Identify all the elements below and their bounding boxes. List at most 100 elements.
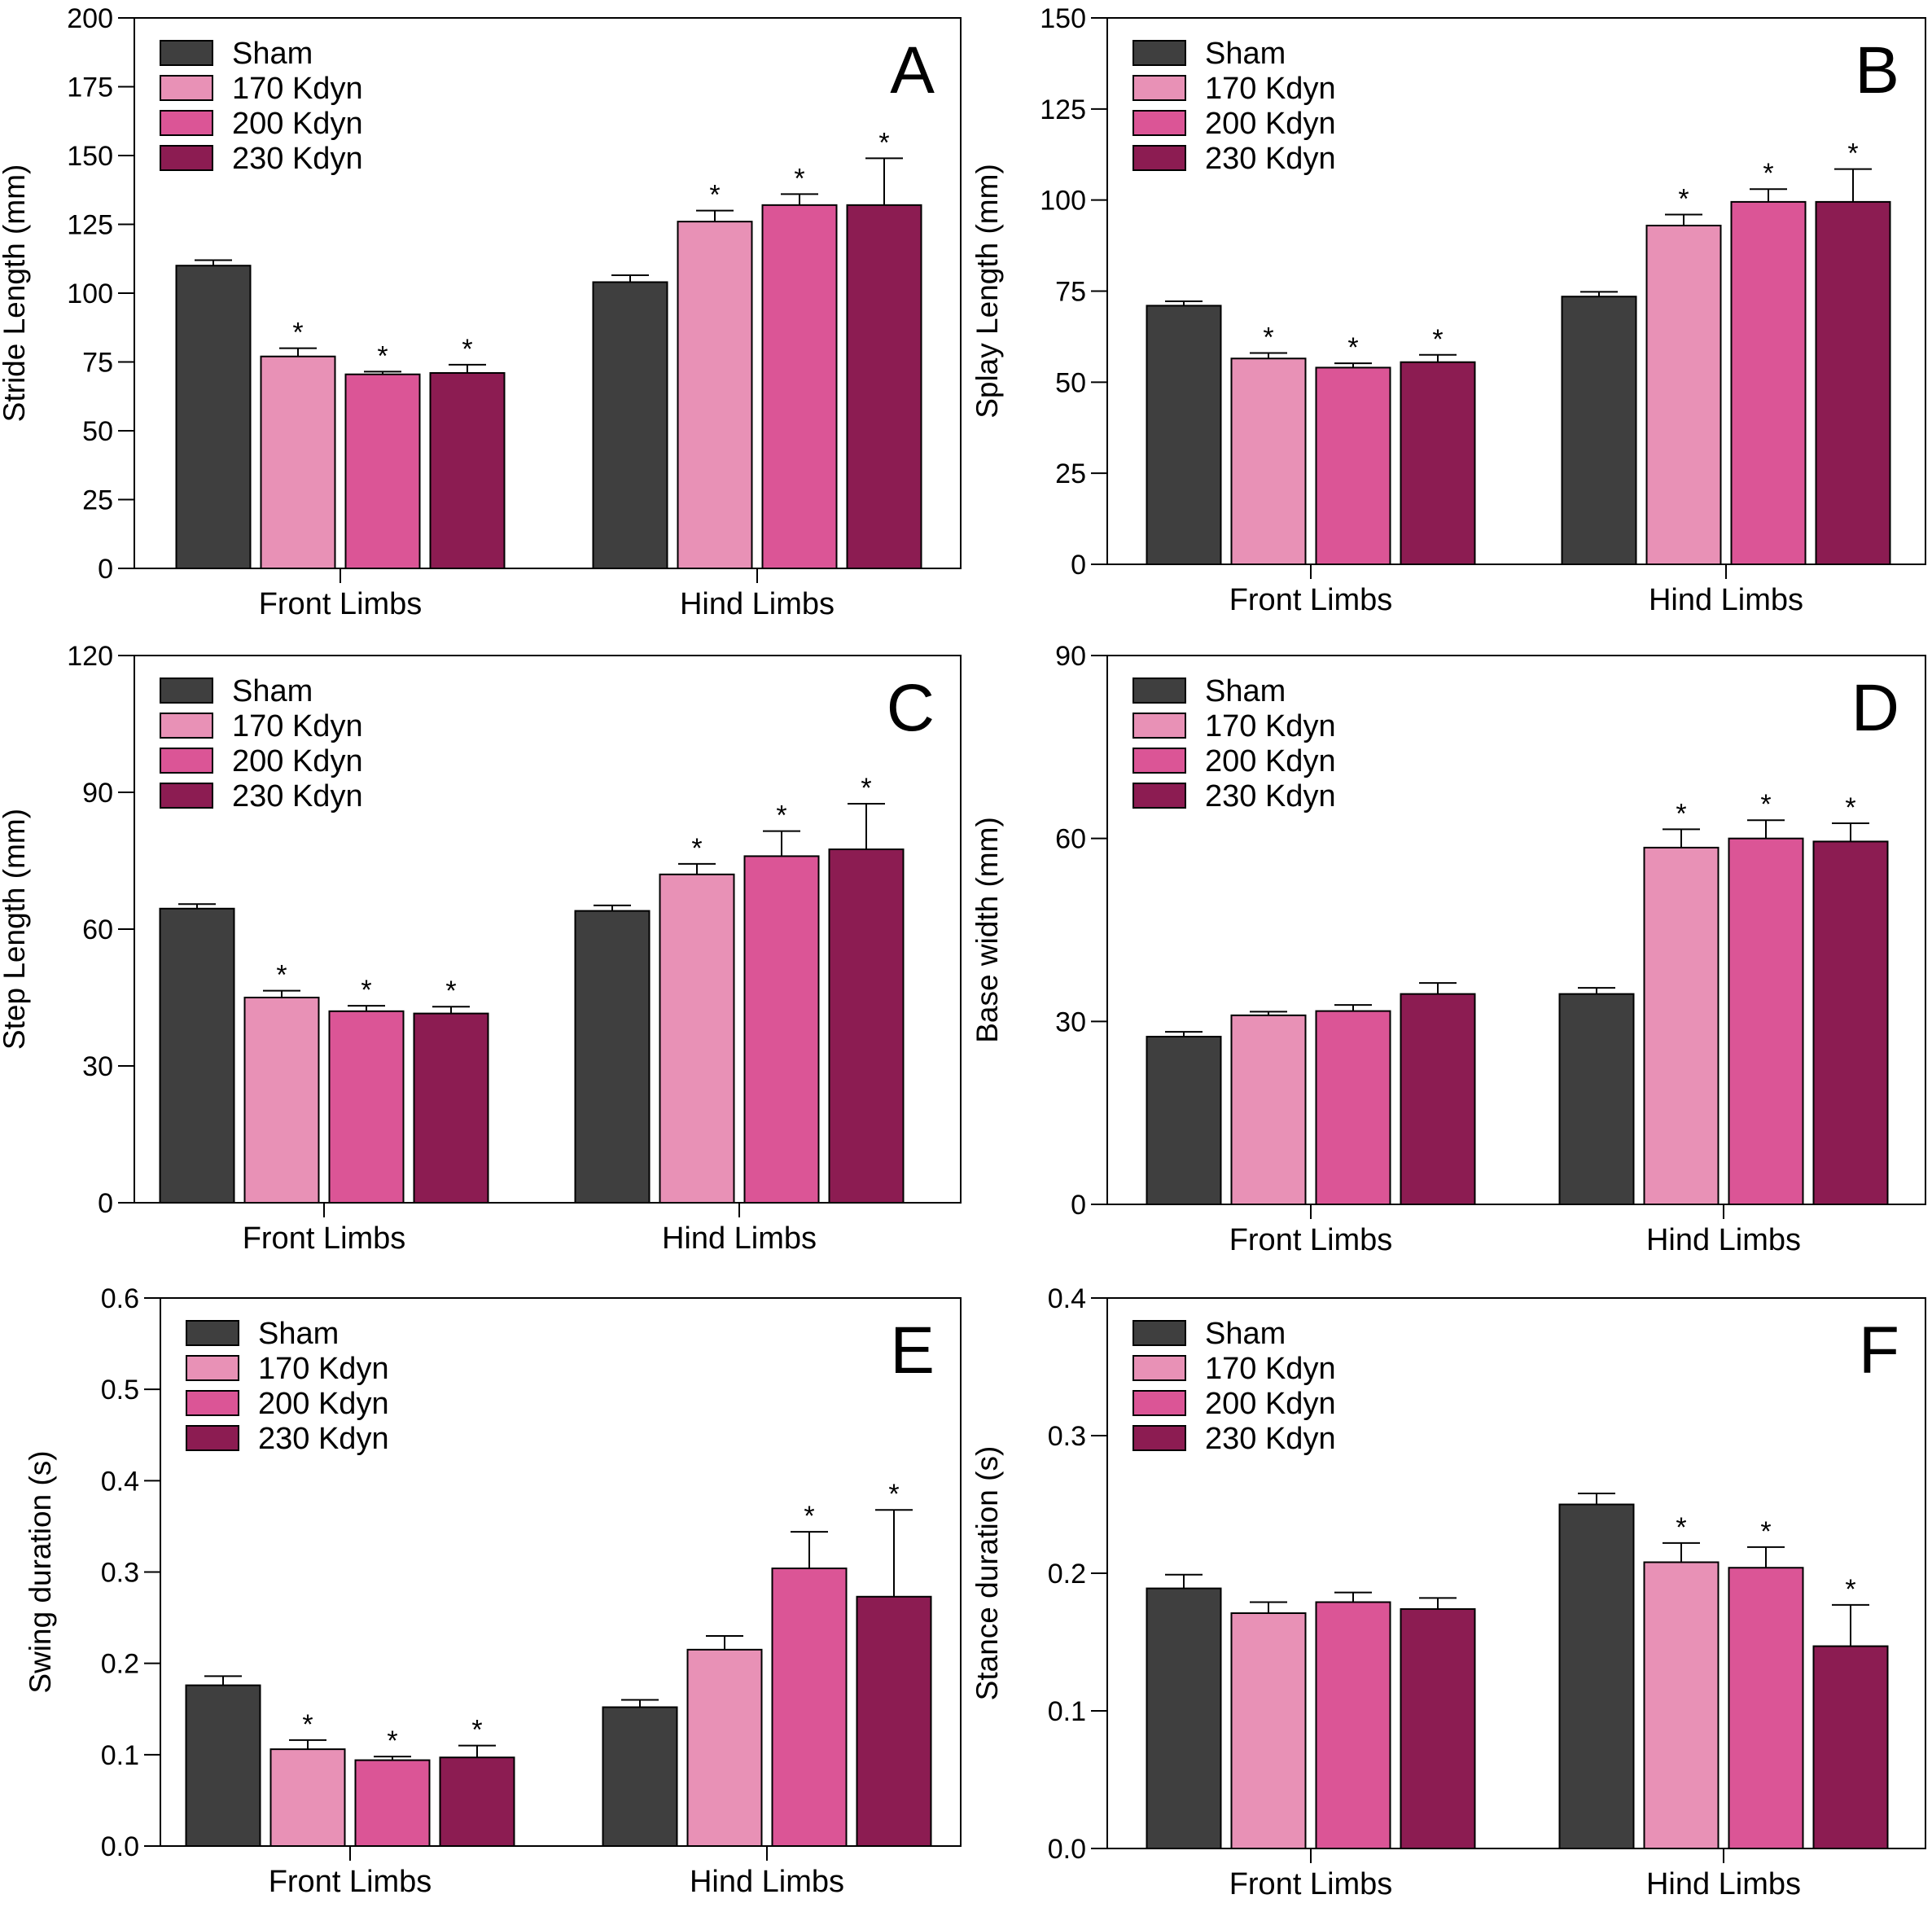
bar-230-kdyn — [1400, 361, 1476, 566]
y-tick-label: 0.4 — [1048, 1283, 1086, 1314]
legend-swatch — [1132, 748, 1186, 774]
y-tick-label: 0 — [98, 554, 113, 585]
legend-swatch — [1132, 1390, 1186, 1416]
legend-label: Sham — [1205, 37, 1286, 71]
bar-170-kdyn — [686, 1648, 763, 1848]
significance-marker: * — [1347, 332, 1358, 363]
bar-170-kdyn — [1643, 846, 1720, 1206]
legend-swatch — [1132, 1320, 1186, 1346]
legend-label: 200 Kdyn — [1205, 1387, 1336, 1421]
y-tick-label: 125 — [1040, 94, 1086, 125]
legend-swatch — [186, 1355, 239, 1381]
bar-sham — [602, 1706, 678, 1847]
significance-marker: * — [1847, 138, 1858, 169]
y-tick-label: 30 — [82, 1051, 113, 1082]
x-category-label: Front Limbs — [259, 587, 423, 621]
significance-marker: * — [1760, 789, 1771, 820]
bar-200-kdyn — [1315, 1010, 1391, 1205]
legend-swatch — [160, 75, 213, 101]
chart-panel-d: 0 30 60 90 Base width (mm) Front Limbs Hind Li… — [970, 641, 1926, 1257]
significance-marker: * — [861, 773, 871, 804]
bar-230-kdyn — [439, 1756, 515, 1847]
x-category-label: Front Limbs — [269, 1865, 432, 1899]
bar-230-kdyn — [1812, 1645, 1889, 1849]
y-tick-label: 0.2 — [101, 1649, 139, 1680]
bar-170-kdyn — [269, 1748, 346, 1847]
legend-label: 200 Kdyn — [1205, 744, 1336, 778]
significance-marker: * — [888, 1479, 899, 1510]
y-tick-label: 0.0 — [1048, 1834, 1086, 1865]
y-axis-title: Stance duration (s) — [970, 1446, 1004, 1701]
significance-marker: * — [1845, 792, 1855, 823]
bar-sham — [159, 907, 235, 1204]
chart-panel-b: 0 25 50 75 100 125 150 Splay Length (mm) Front L… — [970, 3, 1926, 617]
y-axis-title: Stride Length (mm) — [0, 164, 31, 423]
bar-sham — [1561, 296, 1637, 565]
y-tick-label: 100 — [1040, 186, 1086, 217]
y-tick-label: 30 — [1055, 1006, 1086, 1037]
bar-sham — [175, 265, 252, 569]
significance-marker: * — [1263, 322, 1273, 353]
bar-230-kdyn — [429, 372, 506, 569]
chart-panel-a: 0 25 50 75 100 125 150 175 200 Stride Length (mm)… — [0, 3, 962, 621]
bar-230-kdyn — [1815, 200, 1891, 566]
significance-marker: * — [691, 833, 702, 864]
significance-marker: * — [794, 163, 804, 194]
y-tick-label: 0 — [98, 1188, 113, 1219]
legend-label: 200 Kdyn — [232, 744, 363, 778]
panel-letter: C — [887, 671, 935, 745]
legend-label: 200 Kdyn — [1205, 107, 1336, 141]
significance-marker: * — [462, 334, 472, 365]
legend-swatch — [1132, 40, 1186, 66]
significance-marker: * — [471, 1715, 482, 1746]
bar-230-kdyn — [846, 204, 922, 569]
bar-200-kdyn — [1728, 1567, 1804, 1849]
plot-frame — [1106, 655, 1926, 1205]
bar-200-kdyn — [354, 1759, 431, 1847]
bar-sham — [574, 910, 651, 1204]
bar-sham — [1146, 1587, 1222, 1849]
bar-170-kdyn — [1230, 1612, 1307, 1849]
chart-panel-e: 0.0 0.1 0.2 0.3 0.4 0.5 0.6 Swing duration (s) F… — [24, 1283, 962, 1899]
bar-200-kdyn — [771, 1568, 848, 1847]
legend-label: 170 Kdyn — [232, 72, 363, 106]
legend-swatch — [1132, 75, 1186, 101]
x-category-label: Front Limbs — [243, 1221, 406, 1256]
y-tick-label: 25 — [82, 485, 113, 516]
bar-200-kdyn — [1730, 200, 1807, 566]
x-category-label: Front Limbs — [1229, 1867, 1393, 1901]
y-tick-label: 25 — [1055, 458, 1086, 489]
legend-swatch — [1132, 678, 1186, 704]
y-tick-label: 0.3 — [1048, 1421, 1086, 1452]
significance-marker: * — [804, 1501, 814, 1532]
y-tick-label: 200 — [67, 3, 113, 34]
bar-sham — [1558, 993, 1635, 1205]
y-tick-label: 75 — [1055, 277, 1086, 308]
panel-letter: F — [1859, 1313, 1899, 1388]
y-tick-label: 150 — [67, 141, 113, 172]
bar-170-kdyn — [659, 873, 735, 1204]
legend-swatch — [160, 713, 213, 739]
y-tick-label: 0.5 — [101, 1375, 139, 1405]
legend-swatch — [160, 110, 213, 136]
significance-marker: * — [1676, 1512, 1686, 1543]
bar-200-kdyn — [344, 373, 421, 569]
bar-200-kdyn — [1315, 366, 1391, 565]
legend-label: 170 Kdyn — [232, 709, 363, 743]
y-tick-label: 100 — [67, 278, 113, 309]
legend-label: 230 Kdyn — [1205, 142, 1336, 176]
legend-label: 230 Kdyn — [1205, 1422, 1336, 1456]
x-category-label: Hind Limbs — [1649, 583, 1803, 617]
y-tick-label: 175 — [67, 72, 113, 103]
legend-swatch — [1132, 145, 1186, 171]
y-tick-label: 0 — [1071, 1190, 1086, 1221]
legend-label: 230 Kdyn — [258, 1422, 389, 1456]
x-category-label: Front Limbs — [1229, 1223, 1393, 1257]
significance-marker: * — [387, 1726, 397, 1756]
bar-200-kdyn — [1315, 1601, 1391, 1849]
y-tick-label: 60 — [1055, 824, 1086, 855]
significance-marker: * — [1763, 158, 1773, 189]
legend-label: 170 Kdyn — [1205, 1352, 1336, 1386]
panel-letter: B — [1855, 33, 1899, 107]
legend-swatch — [186, 1425, 239, 1451]
